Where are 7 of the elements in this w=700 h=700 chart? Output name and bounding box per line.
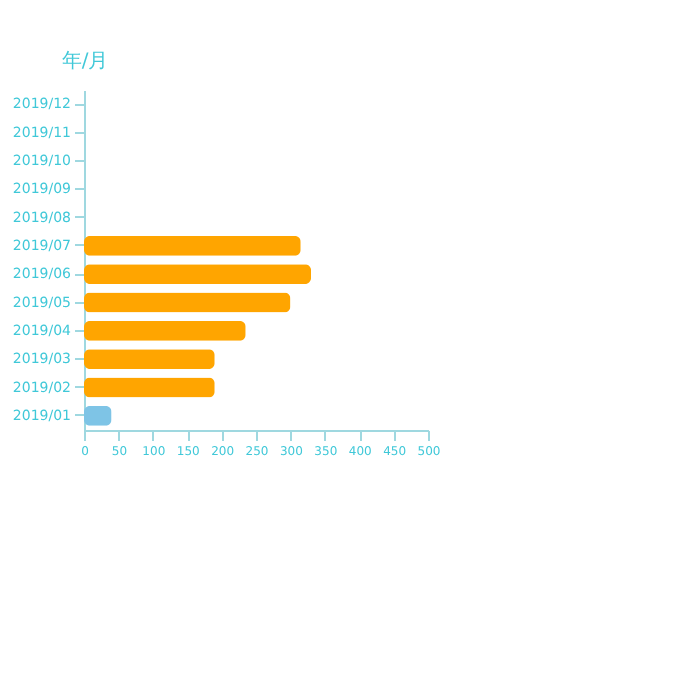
bar	[84, 292, 291, 313]
bar	[84, 320, 246, 341]
bar	[84, 377, 215, 398]
y-axis-title: 年/月	[61, 49, 109, 73]
bar	[84, 349, 215, 370]
bar	[84, 264, 312, 285]
bar	[84, 235, 301, 256]
